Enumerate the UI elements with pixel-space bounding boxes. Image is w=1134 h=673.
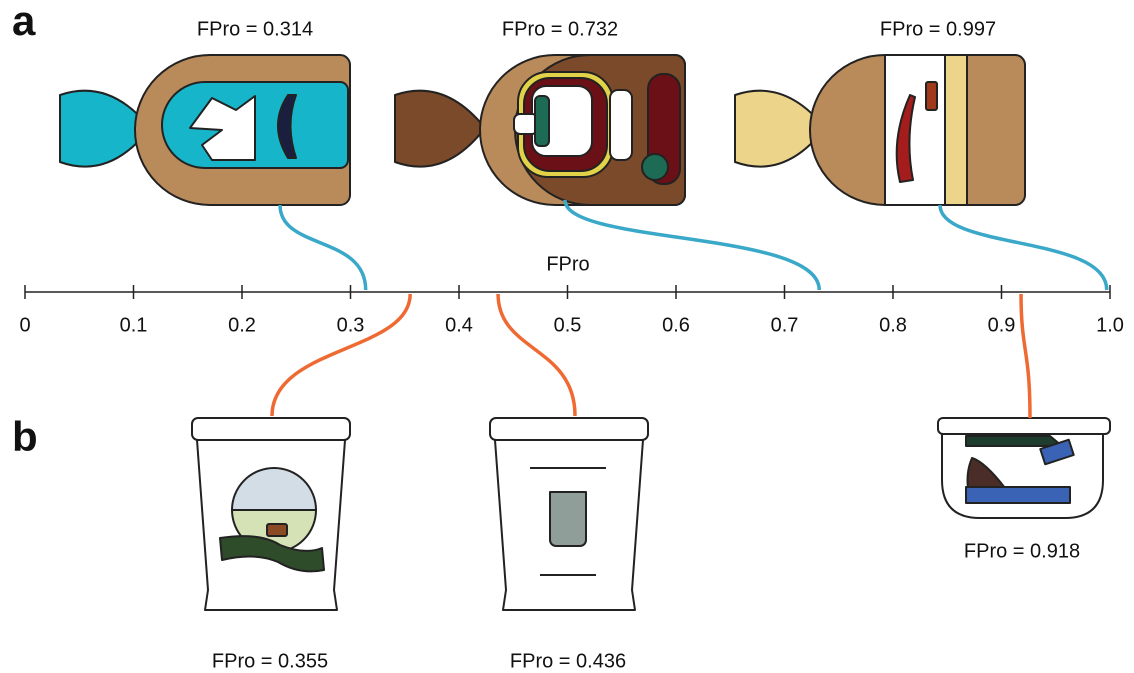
tick-label: 0.7 — [771, 314, 799, 336]
tick-label: 0.1 — [120, 314, 148, 336]
container-icon — [937, 417, 1111, 519]
tick-label: 1.0 — [1096, 314, 1124, 336]
item-label: FPro = 0.997 — [880, 18, 996, 40]
tick-label: 0.8 — [879, 314, 907, 336]
item-label: FPro = 0.918 — [964, 540, 1080, 562]
tick-label: 0 — [19, 314, 30, 336]
item-label: FPro = 0.732 — [502, 18, 618, 40]
tick-label: 0.4 — [445, 314, 473, 336]
food-icon — [59, 54, 351, 206]
tick-label: 0.3 — [337, 314, 365, 336]
item-label: FPro = 0.355 — [212, 650, 328, 672]
connector — [938, 204, 1109, 291]
container-icon — [489, 417, 649, 611]
connector — [1019, 293, 1032, 419]
tick-label: 0.5 — [554, 314, 582, 336]
food-icon — [394, 54, 686, 206]
connector — [563, 199, 821, 291]
panel-label: a — [12, 0, 36, 44]
container-icon — [191, 417, 351, 611]
axis-label: FPro — [546, 253, 589, 275]
item-label: FPro = 0.436 — [510, 650, 626, 672]
item-label: FPro = 0.314 — [197, 18, 313, 40]
tick-label: 0.2 — [228, 314, 256, 336]
tick-label: 0.6 — [662, 314, 690, 336]
panel-label: b — [12, 413, 38, 460]
food-icon — [734, 54, 1026, 206]
connector — [270, 293, 412, 417]
connector — [278, 204, 368, 291]
tick-label: 0.9 — [988, 314, 1016, 336]
connector — [496, 293, 577, 417]
